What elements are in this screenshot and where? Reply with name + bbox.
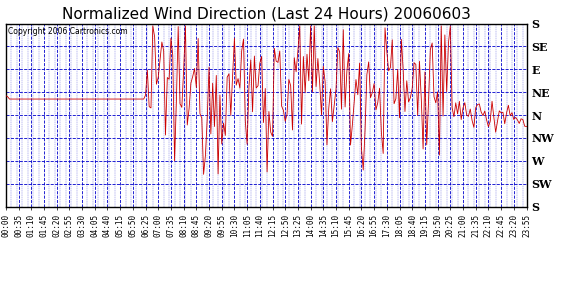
Title: Normalized Wind Direction (Last 24 Hours) 20060603: Normalized Wind Direction (Last 24 Hours… (62, 6, 470, 21)
Text: Copyright 2006 Cartronics.com: Copyright 2006 Cartronics.com (8, 27, 128, 36)
